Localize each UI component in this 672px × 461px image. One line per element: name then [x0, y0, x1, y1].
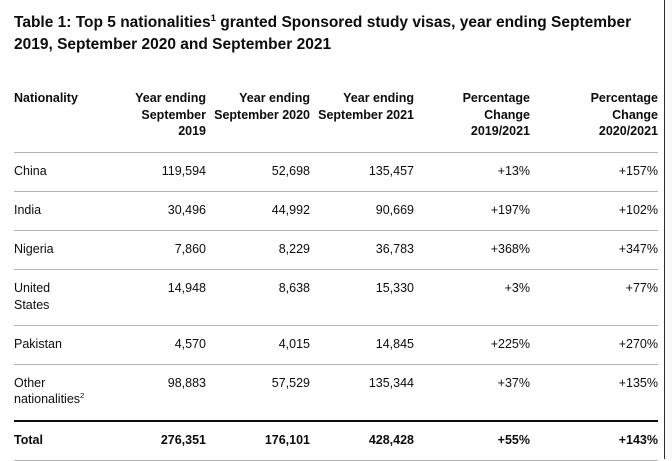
table-row-united-states: United States 14,948 8,638 15,330 +3% +77… — [14, 269, 658, 326]
header-line: Year ending — [239, 91, 310, 105]
value-cell: 98,883 — [114, 364, 206, 421]
value-cell: 135,457 — [310, 151, 414, 192]
footnote-marker-1: 1 — [210, 12, 216, 24]
header-line: September 2020 — [214, 107, 310, 122]
value-cell: 119,594 — [114, 151, 206, 192]
nationality-label: United — [14, 281, 51, 296]
table-row-other-nationalities: Other nationalities2 98,883 57,529 135,34… — [14, 364, 658, 421]
pct-change-cell: +3% — [414, 269, 530, 326]
header-line: Change — [612, 107, 658, 122]
header-line: Percentage — [462, 91, 530, 105]
column-header-pct-2019-2021: Percentage Change 2019/2021 — [414, 76, 530, 152]
header-row: Nationality Year ending September 2019 Y… — [14, 76, 658, 152]
total-pct-cell: +143% — [530, 419, 658, 461]
header-line: Change — [484, 107, 530, 122]
nationality-cell: Nigeria — [14, 229, 114, 270]
footnote-marker-2: 2 — [80, 391, 85, 401]
table-row-india: India 30,496 44,992 90,669 +197% +102% — [14, 190, 658, 231]
column-header-ye-2020: Year ending September 2020 — [206, 76, 310, 152]
nationality-cell: United States — [14, 269, 114, 326]
nationality-label2-text: nationalities — [14, 392, 81, 407]
total-row: Total 276,351 176,101 428,428 +55% +143% — [14, 419, 658, 461]
nationality-cell: China — [14, 151, 114, 192]
pct-change-cell: +157% — [530, 151, 658, 192]
header-line: 2019/2021 — [470, 124, 530, 138]
nationality-label-line2: nationalities2 — [14, 391, 114, 407]
value-cell: 4,015 — [206, 324, 310, 365]
value-cell: 52,698 — [206, 151, 310, 192]
value-cell: 90,669 — [310, 190, 414, 231]
table-title: Table 1: Top 5 nationalities1 granted Sp… — [14, 12, 656, 56]
value-cell: 36,783 — [310, 229, 414, 270]
header-line: Year ending — [135, 91, 206, 105]
value-cell: 15,330 — [310, 269, 414, 326]
column-header-ye-2019: Year ending September 2019 — [114, 76, 206, 152]
content-edge-divider — [664, 0, 665, 459]
header-line: Nationality — [14, 91, 78, 105]
total-label-cell: Total — [14, 419, 114, 461]
value-cell: 57,529 — [206, 364, 310, 421]
pct-change-cell: +197% — [414, 190, 530, 231]
column-header-ye-2021: Year ending September 2021 — [310, 76, 414, 152]
pct-change-cell: +135% — [530, 364, 658, 421]
table-header: Nationality Year ending September 2019 Y… — [14, 76, 658, 152]
header-line: Year ending — [343, 91, 414, 105]
nationality-label: Pakistan — [14, 336, 62, 351]
pct-change-cell: +270% — [530, 324, 658, 365]
table-row-nigeria: Nigeria 7,860 8,229 36,783 +368% +347% — [14, 229, 658, 270]
nationality-label: Nigeria — [14, 242, 54, 256]
nationality-label-line2: States — [14, 297, 114, 313]
value-cell: 8,229 — [206, 229, 310, 270]
nationality-label2-text: States — [14, 297, 50, 312]
total-value-cell: 176,101 — [206, 419, 310, 461]
header-line: 2020/2021 — [598, 124, 658, 138]
column-header-nationality: Nationality — [14, 76, 114, 152]
pct-change-cell: +102% — [530, 190, 658, 231]
nationality-label: Other — [14, 376, 46, 390]
value-cell: 30,496 — [114, 190, 206, 231]
table-title-text-continued: granted Sponsored study visas, year endi… — [14, 14, 632, 53]
value-cell: 135,344 — [310, 364, 414, 421]
visa-statistics-table: Nationality Year ending September 2019 Y… — [14, 76, 658, 461]
table-row-china: China 119,594 52,698 135,457 +13% +157% — [14, 151, 658, 192]
total-value-cell: 276,351 — [114, 419, 206, 461]
nationality-cell: India — [14, 190, 114, 231]
header-line: September 2019 — [141, 107, 206, 139]
total-pct-cell: +55% — [414, 419, 530, 461]
pct-change-cell: +13% — [414, 151, 530, 192]
pct-change-cell: +77% — [530, 269, 658, 326]
nationality-label: China — [14, 163, 47, 178]
pct-change-cell: +368% — [414, 229, 530, 270]
header-line: Percentage — [590, 91, 658, 105]
pct-change-cell: +347% — [530, 229, 658, 270]
value-cell: 44,992 — [206, 190, 310, 231]
table-title-text: Table 1: Top 5 nationalities — [14, 14, 211, 31]
nationality-cell: Pakistan — [14, 324, 114, 365]
value-cell: 8,638 — [206, 269, 310, 326]
nationality-label: India — [14, 202, 42, 217]
table-body: China 119,594 52,698 135,457 +13% +157% … — [14, 151, 658, 461]
pct-change-cell: +225% — [414, 324, 530, 365]
nationality-cell: Other nationalities2 — [14, 364, 114, 421]
header-line: September 2021 — [318, 107, 414, 122]
value-cell: 14,948 — [114, 269, 206, 326]
value-cell: 7,860 — [114, 229, 206, 270]
column-header-pct-2020-2021: Percentage Change 2020/2021 — [530, 76, 658, 152]
page-edge-strip — [665, 0, 672, 459]
pct-change-cell: +37% — [414, 364, 530, 421]
table-row-pakistan: Pakistan 4,570 4,015 14,845 +225% +270% — [14, 324, 658, 365]
total-value-cell: 428,428 — [310, 419, 414, 461]
value-cell: 4,570 — [114, 324, 206, 365]
value-cell: 14,845 — [310, 324, 414, 365]
